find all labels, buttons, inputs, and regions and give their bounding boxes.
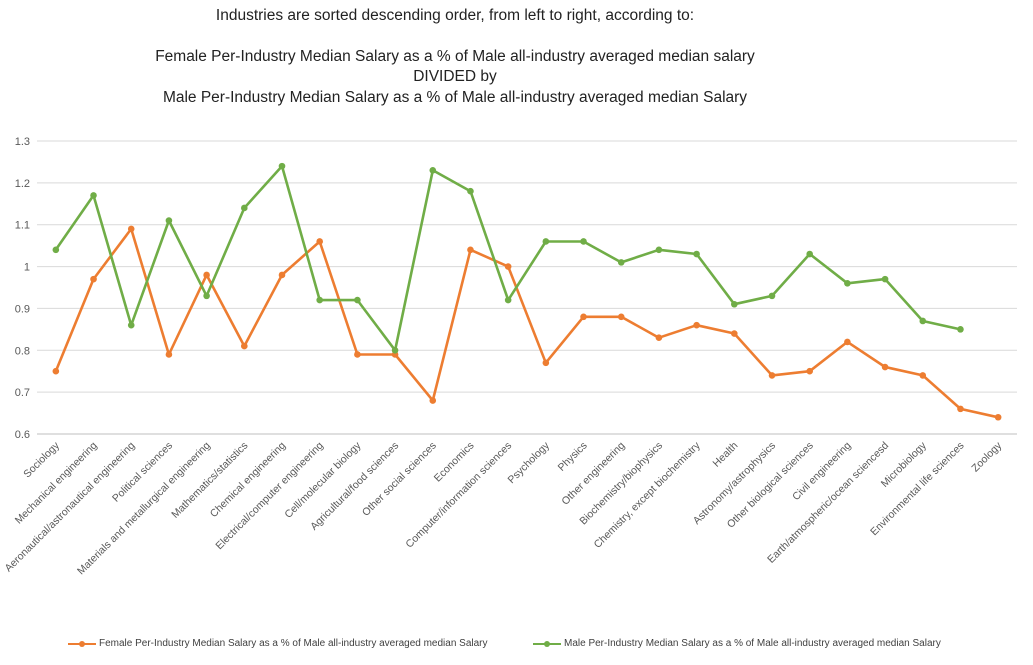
data-point-male [957,326,964,333]
data-point-female [655,334,663,342]
x-category-label: Psychology [506,439,553,486]
data-point-female [919,372,927,379]
data-point-male [768,292,776,300]
data-point-female [165,351,173,358]
y-tick-label: 1.2 [15,178,30,190]
series-lines [54,164,999,419]
x-category-label: Other engineering [559,440,627,508]
data-point-male [542,238,550,245]
x-category-label: Zoology [969,439,1004,474]
legend-label-male: Male Per-Industry Median Salary as a % o… [564,638,941,649]
data-point-female [617,313,625,321]
series-line-male [54,164,961,352]
data-point-male [52,246,60,254]
data-point-female [693,321,700,329]
title-line-3: Female Per-Industry Median Salary as a %… [155,47,755,65]
title-line-4: DIVIDED by [413,68,497,85]
data-point-male [617,259,625,266]
data-point-female [127,225,135,233]
series-points [52,162,1002,421]
data-point-male [316,296,323,304]
data-point-female [467,246,474,254]
x-category-label: Health [710,440,740,470]
x-category-label: Materials and metallurgical engineering [75,440,213,578]
y-tick-label: 1 [24,262,30,274]
legend-label-female: Female Per-Industry Median Salary as a %… [99,638,488,649]
title-line-5: Male Per-Industry Median Salary as a % o… [162,88,748,106]
legend-item-male: Male Per-Industry Median Salary as a % o… [533,638,941,649]
data-point-female [354,351,361,358]
y-tick-label: 0.6 [15,429,30,441]
y-tick-label: 0.8 [15,345,30,357]
legend-swatch-female [68,639,96,649]
y-tick-label: 0.7 [15,387,30,399]
data-point-male [881,275,889,283]
gridlines [37,140,1017,435]
title-line-1: Industries are sorted descending order, … [215,7,695,24]
data-point-male [467,187,474,195]
y-tick-label: 1.1 [15,220,30,232]
x-category-label: Physics [556,440,590,474]
chart-title: Industries are sorted descending order, … [0,6,910,108]
x-category-label: Other social sciences [360,440,439,519]
data-point-male [429,167,437,174]
data-point-female [504,263,512,270]
data-point-male [844,280,851,287]
data-point-female [52,367,60,375]
legend-marker-female [79,640,85,647]
series-line-female [54,227,999,419]
data-point-male [165,217,173,224]
legend-item-female: Female Per-Industry Median Salary as a %… [68,638,488,649]
legend-swatch-male [533,639,561,649]
data-point-male [241,204,248,212]
data-point-male [693,250,700,258]
y-axis-ticks: 0.6 0.7 0.8 0.9 1 1.1 1.2 1.3 [15,136,30,441]
y-tick-label: 1.3 [15,136,30,148]
legend: Female Per-Industry Median Salary as a %… [0,638,1033,654]
data-point-female [994,413,1002,421]
data-point-female [580,313,587,321]
data-point-female [957,405,964,413]
data-point-female [203,271,210,279]
data-point-male [731,300,738,308]
y-tick-label: 0.9 [15,303,30,315]
data-point-male [354,296,361,304]
data-point-female [542,359,550,367]
data-point-female [881,363,889,371]
data-point-female [806,367,813,375]
data-point-female [429,397,437,404]
data-point-female [844,338,851,346]
data-point-male [806,250,813,258]
data-point-male [203,292,210,300]
data-point-female [316,238,323,245]
line-chart: 0.6 0.7 0.8 0.9 1 1.1 1.2 1.3 SociologyMechanic… [3,136,1017,577]
data-point-male [655,246,663,254]
data-point-male [278,162,286,170]
data-point-female [731,330,738,337]
data-point-female [241,342,248,350]
data-point-female [278,271,286,279]
data-point-female [768,372,776,379]
data-point-male [919,317,927,325]
data-point-male [391,346,399,354]
data-point-male [127,321,135,329]
data-point-female [90,275,97,283]
legend-marker-male [544,640,550,647]
data-point-male [504,296,512,304]
data-point-male [90,192,97,199]
data-point-male [580,238,587,245]
